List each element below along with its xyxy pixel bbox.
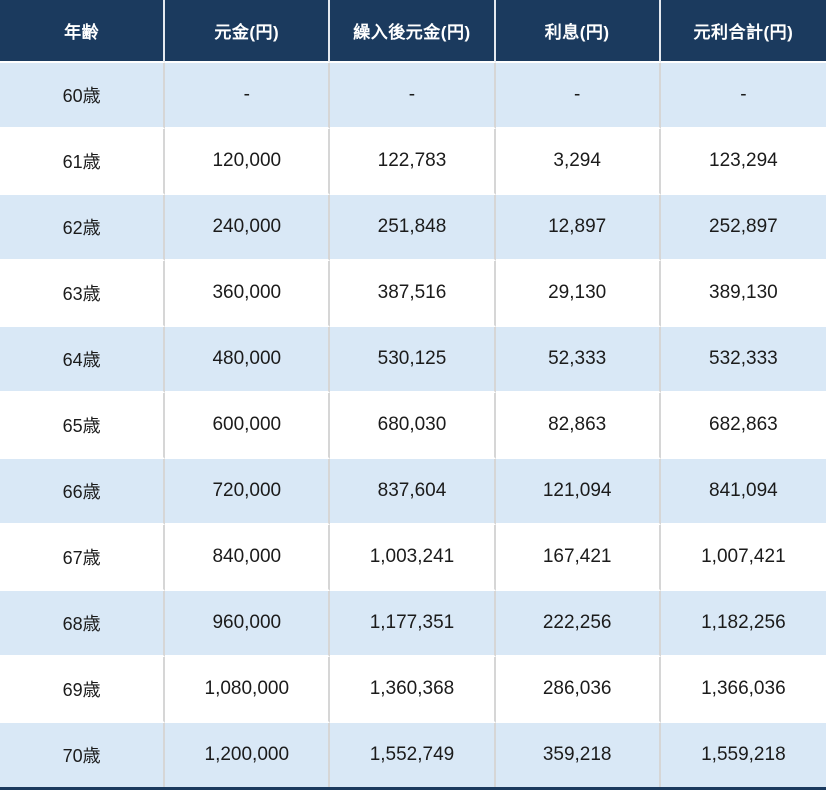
table-body: 60歳 - - - -61歳 120,000 122,783 3,294 123,294 62歳 2… (0, 63, 826, 787)
value-cell: - (660, 63, 826, 129)
value-cell: 720,000 (165, 459, 331, 525)
value-cell: 1,559,218 (660, 723, 826, 787)
value-cell: 1,177,351 (330, 591, 496, 657)
table-row: 68歳 960,000 1,177,351 222,256 1,182,256 (0, 591, 826, 657)
value-cell: 1,366,036 (660, 657, 826, 723)
header-row: 年齢 元金(円) 繰入後元金(円) 利息(円) 元利合計(円) (0, 0, 826, 63)
value-cell: 252,897 (660, 195, 826, 261)
value-cell: 841,094 (660, 459, 826, 525)
value-cell: 480,000 (165, 327, 331, 393)
value-cell: 600,000 (165, 393, 331, 459)
value-cell: 167,421 (495, 525, 661, 591)
value-cell: 840,000 (165, 525, 331, 591)
value-cell: 286,036 (495, 657, 661, 723)
value-cell: 1,007,421 (660, 525, 826, 591)
table-row: 65歳 600,000 680,030 82,863 682,863 (0, 393, 826, 459)
value-cell: 52,333 (495, 327, 661, 393)
value-cell: 682,863 (660, 393, 826, 459)
table-row: 69歳 1,080,000 1,360,368 286,036 1,366,036 (0, 657, 826, 723)
age-cell: 66歳 (0, 459, 166, 525)
table-row: 63歳 360,000 387,516 29,130 389,130 (0, 261, 826, 327)
column-header-principal: 元金(円) (165, 0, 331, 63)
value-cell: 387,516 (330, 261, 496, 327)
age-cell: 67歳 (0, 525, 166, 591)
column-header-interest: 利息(円) (495, 0, 661, 63)
value-cell: 123,294 (660, 129, 826, 195)
age-cell: 64歳 (0, 327, 166, 393)
value-cell: 1,080,000 (165, 657, 331, 723)
age-cell: 61歳 (0, 129, 166, 195)
value-cell: 960,000 (165, 591, 331, 657)
age-cell: 68歳 (0, 591, 166, 657)
value-cell: 1,003,241 (330, 525, 496, 591)
value-cell: 1,200,000 (165, 723, 331, 787)
column-header-principal-and-interest-total: 元利合計(円) (660, 0, 826, 63)
age-cell: 65歳 (0, 393, 166, 459)
value-cell: 360,000 (165, 261, 331, 327)
value-cell: 122,783 (330, 129, 496, 195)
value-cell: 3,294 (495, 129, 661, 195)
value-cell: - (495, 63, 661, 129)
age-cell: 60歳 (0, 63, 166, 129)
table-row: 70歳 1,200,000 1,552,749 359,218 1,559,218 (0, 723, 826, 787)
value-cell: 121,094 (495, 459, 661, 525)
age-cell: 63歳 (0, 261, 166, 327)
value-cell: 1,552,749 (330, 723, 496, 787)
column-header-principal-after-transfer: 繰入後元金(円) (330, 0, 496, 63)
table-row: 67歳 840,000 1,003,241 167,421 1,007,421 (0, 525, 826, 591)
value-cell: 251,848 (330, 195, 496, 261)
table-row: 62歳 240,000 251,848 12,897 252,897 (0, 195, 826, 261)
age-cell: 70歳 (0, 723, 166, 787)
value-cell: 1,360,368 (330, 657, 496, 723)
column-header-age: 年齢 (0, 0, 166, 63)
age-cell: 62歳 (0, 195, 166, 261)
value-cell: 12,897 (495, 195, 661, 261)
table-row: 60歳 - - - - (0, 63, 826, 129)
value-cell: 1,182,256 (660, 591, 826, 657)
value-cell: 389,130 (660, 261, 826, 327)
value-cell: 29,130 (495, 261, 661, 327)
table-header: 年齢 元金(円) 繰入後元金(円) 利息(円) 元利合計(円) (0, 0, 826, 63)
table-row: 66歳 720,000 837,604 121,094 841,094 (0, 459, 826, 525)
value-cell: 837,604 (330, 459, 496, 525)
value-cell: - (330, 63, 496, 129)
value-cell: 359,218 (495, 723, 661, 787)
table-row: 61歳 120,000 122,783 3,294 123,294 (0, 129, 826, 195)
value-cell: - (165, 63, 331, 129)
value-cell: 120,000 (165, 129, 331, 195)
value-cell: 82,863 (495, 393, 661, 459)
value-cell: 680,030 (330, 393, 496, 459)
value-cell: 222,256 (495, 591, 661, 657)
value-cell: 240,000 (165, 195, 331, 261)
table-row: 64歳 480,000 530,125 52,333 532,333 (0, 327, 826, 393)
value-cell: 532,333 (660, 327, 826, 393)
age-cell: 69歳 (0, 657, 166, 723)
value-cell: 530,125 (330, 327, 496, 393)
